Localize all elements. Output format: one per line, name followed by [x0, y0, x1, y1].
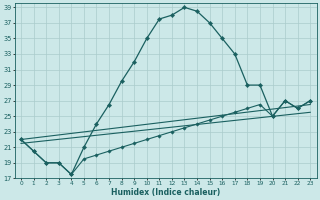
X-axis label: Humidex (Indice chaleur): Humidex (Indice chaleur)	[111, 188, 220, 197]
